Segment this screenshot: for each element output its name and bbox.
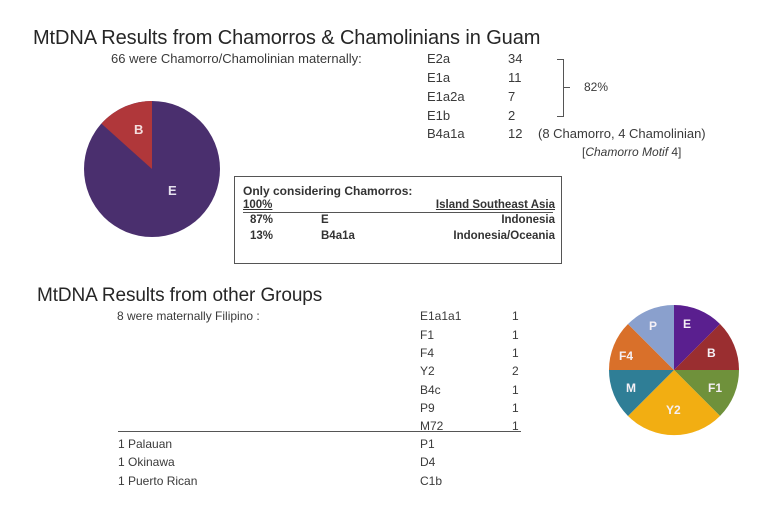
box-row-pct: 13% (250, 230, 274, 242)
filipino-hg: Y2 (420, 364, 435, 378)
motif-count: 4] (668, 145, 682, 159)
section1-title: MtDNA Results from Chamorros & Chamolini… (33, 27, 541, 49)
chamorro-summary-box: Only considering Chamorros: 100% Island … (234, 176, 562, 264)
haplogroup-name: E1a (427, 70, 451, 85)
box-row-hg: E (321, 214, 329, 226)
haplogroup-name: E1a2a (427, 89, 465, 104)
pie-slice-p (628, 304, 674, 370)
filipino-count: 1 (512, 401, 519, 415)
filipino-pie-chart: E B F1 Y2 M F4 P (608, 304, 740, 436)
section1-intro: 66 were Chamorro/Chamolinian maternally: (111, 51, 362, 66)
filipino-hg: F4 (420, 346, 435, 360)
filipino-count: 1 (512, 309, 519, 323)
pie-slice-e (674, 304, 720, 370)
filipino-count: 2 (512, 364, 519, 378)
pie-slice-b (101, 101, 152, 169)
box-row-pct: 87% (250, 214, 274, 226)
other-group: 1 Puerto Rican (118, 474, 198, 488)
filipino-hg: M72 (420, 419, 444, 433)
filipino-hg: F1 (420, 328, 435, 342)
haplogroup-name: E1b (427, 108, 451, 123)
pie-label-b: B (707, 346, 716, 360)
filipino-count: 1 (512, 419, 519, 433)
box-row-origin: Indonesia/Oceania (453, 230, 555, 242)
pie-label-f1: F1 (708, 381, 722, 395)
filipino-count: 1 (512, 328, 519, 342)
bracket (557, 59, 564, 117)
haplogroup-count: 34 (508, 51, 523, 66)
pie-label-e: E (683, 317, 691, 331)
pie-label-p: P (649, 319, 657, 333)
box-header-pct: 100% (243, 199, 273, 211)
pie-slice-b (674, 324, 740, 370)
pie-label-f4: F4 (619, 349, 633, 363)
box-heading: Only considering Chamorros: (243, 184, 413, 198)
haplogroup-count: 2 (508, 108, 516, 123)
divider-line (118, 431, 521, 432)
other-hg: P1 (420, 437, 435, 451)
motif-label: Chamorro Motif (585, 145, 669, 159)
filipino-count: 1 (512, 383, 519, 397)
bracket-tick (564, 87, 570, 88)
pie-slice-f1 (674, 370, 740, 416)
chamorro-pie-chart: B E (84, 101, 220, 237)
motif-note: [Chamorro Motif 4] (582, 145, 681, 159)
filipino-hg: E1a1a1 (420, 309, 462, 323)
haplogroup-count: 11 (508, 70, 522, 85)
other-group: 1 Okinawa (118, 455, 175, 469)
haplogroup-count: 12 (508, 126, 523, 141)
pie-label-m: M (626, 381, 636, 395)
pie-slice-y2 (628, 370, 720, 436)
haplogroup-name: B4a1a (427, 126, 465, 141)
box-row-origin: Indonesia (501, 214, 555, 226)
pie-label-b: B (134, 122, 143, 137)
filipino-hg: B4c (420, 383, 441, 397)
section2-intro: 8 were maternally Filipino : (117, 309, 260, 323)
pie-slice-m (608, 370, 674, 416)
pie-label-e: E (168, 183, 177, 198)
box-header-region: Island Southeast Asia (435, 199, 555, 211)
filipino-hg: P9 (420, 401, 435, 415)
box-header-rule (243, 212, 553, 213)
motif-bracket-open: [ (582, 145, 586, 159)
filipino-count: 1 (512, 346, 519, 360)
haplogroup-count: 7 (508, 89, 516, 104)
b4a1a-note: (8 Chamorro, 4 Chamolinian) (538, 126, 706, 141)
bracket-percentage: 82% (584, 80, 609, 94)
pie-label-y2: Y2 (666, 403, 681, 417)
other-hg: C1b (420, 474, 443, 488)
other-group: 1 Palauan (118, 437, 173, 451)
box-row-hg: B4a1a (321, 230, 355, 242)
other-hg: D4 (420, 455, 436, 469)
pie-slice-f4 (608, 324, 674, 370)
haplogroup-name: E2a (427, 51, 451, 66)
section2-title: MtDNA Results from other Groups (37, 285, 323, 306)
